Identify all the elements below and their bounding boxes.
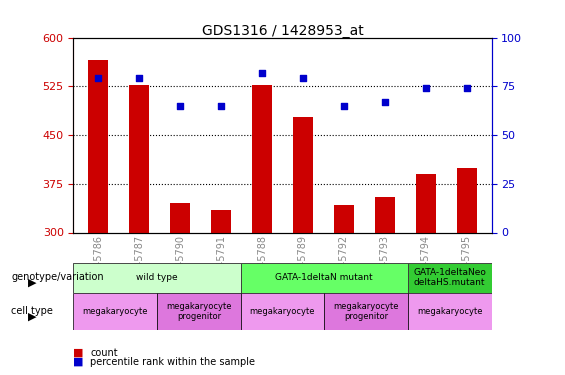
Point xyxy=(462,85,471,91)
Text: megakaryocyte: megakaryocyte xyxy=(250,307,315,316)
Text: GATA-1deltaN mutant: GATA-1deltaN mutant xyxy=(276,273,373,282)
Text: megakaryocyte: megakaryocyte xyxy=(417,307,483,316)
Text: genotype/variation: genotype/variation xyxy=(11,273,104,282)
Text: megakaryocyte: megakaryocyte xyxy=(82,307,148,316)
Bar xyxy=(88,60,108,232)
Point xyxy=(380,99,389,105)
Text: ■: ■ xyxy=(73,357,84,367)
Point xyxy=(176,103,185,109)
Point xyxy=(298,75,307,81)
Text: GDS1316 / 1428953_at: GDS1316 / 1428953_at xyxy=(202,24,363,38)
Bar xyxy=(252,85,272,232)
FancyBboxPatch shape xyxy=(241,292,324,330)
Point xyxy=(258,70,267,76)
Bar xyxy=(375,197,396,232)
Point xyxy=(421,85,431,91)
Bar xyxy=(129,85,149,232)
Text: cell type: cell type xyxy=(11,306,53,316)
FancyBboxPatch shape xyxy=(157,292,241,330)
Point xyxy=(134,75,144,81)
FancyBboxPatch shape xyxy=(408,262,492,292)
Text: GATA-1deltaNeo
deltaHS.mutant: GATA-1deltaNeo deltaHS.mutant xyxy=(414,268,486,287)
FancyBboxPatch shape xyxy=(241,262,408,292)
Text: ■: ■ xyxy=(73,348,84,357)
Bar xyxy=(334,205,354,232)
Bar xyxy=(457,168,477,232)
Text: megakaryocyte
progenitor: megakaryocyte progenitor xyxy=(333,302,399,321)
Point xyxy=(94,75,103,81)
Text: count: count xyxy=(90,348,118,357)
Text: percentile rank within the sample: percentile rank within the sample xyxy=(90,357,255,367)
Bar xyxy=(211,210,231,232)
Point xyxy=(340,103,349,109)
Text: wild type: wild type xyxy=(136,273,178,282)
Text: ▶: ▶ xyxy=(28,278,37,288)
FancyBboxPatch shape xyxy=(324,292,408,330)
Bar xyxy=(170,203,190,232)
Bar xyxy=(416,174,436,232)
Text: ▶: ▶ xyxy=(28,312,37,322)
Point xyxy=(216,103,225,109)
FancyBboxPatch shape xyxy=(408,292,492,330)
FancyBboxPatch shape xyxy=(73,262,241,292)
Text: megakaryocyte
progenitor: megakaryocyte progenitor xyxy=(166,302,232,321)
Bar xyxy=(293,117,313,232)
FancyBboxPatch shape xyxy=(73,292,157,330)
